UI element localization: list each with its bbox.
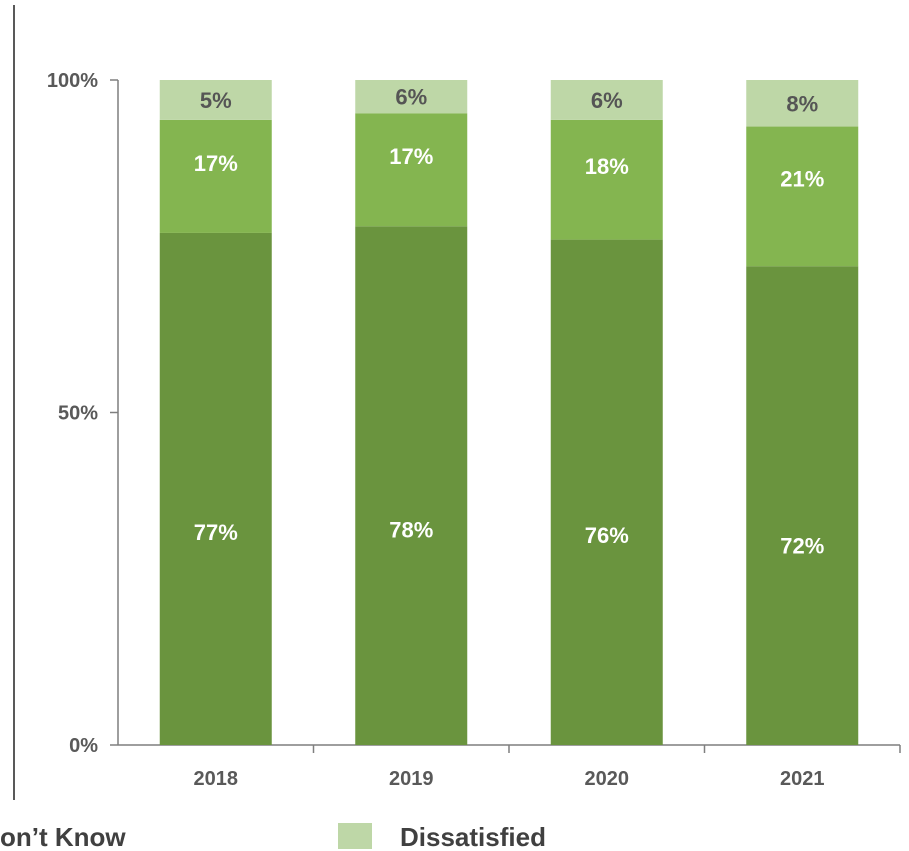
legend-label: on’t Know xyxy=(0,822,126,851)
y-tick-label: 0% xyxy=(69,735,98,757)
data-labels: 77% 17% 5% 78% 17% 6% 76% 18% 6% 72% 21% 8% xyxy=(194,85,825,559)
bar-segment xyxy=(550,239,663,745)
x-tick-label: 2019 xyxy=(389,768,434,790)
x-tick-label: 2018 xyxy=(194,768,239,790)
bar-segment xyxy=(159,80,272,120)
data-label: 17% xyxy=(389,144,433,169)
y-tick-label: 100% xyxy=(47,70,98,92)
data-label: 17% xyxy=(194,151,238,176)
bar-segment xyxy=(550,119,663,240)
bar-segment xyxy=(746,80,859,127)
bar-segment xyxy=(159,232,272,745)
bar-segment xyxy=(746,266,859,745)
data-label: 5% xyxy=(200,88,232,113)
bar-segment xyxy=(159,119,272,233)
data-label: 76% xyxy=(585,523,629,548)
legend-swatch xyxy=(338,823,372,849)
data-label: 6% xyxy=(591,88,623,113)
data-label: 18% xyxy=(585,154,629,179)
y-tick-labels: 0% 50% 100% xyxy=(47,70,118,757)
data-label: 8% xyxy=(786,91,818,116)
data-label: 72% xyxy=(780,533,824,558)
bar-segment xyxy=(355,113,468,227)
x-tick-label: 2020 xyxy=(585,768,630,790)
data-label: 78% xyxy=(389,518,433,543)
data-label: 21% xyxy=(780,167,824,192)
bar-segment xyxy=(550,80,663,120)
x-tick-labels: 2018 2019 2020 2021 xyxy=(194,745,901,790)
bar-segment xyxy=(746,126,859,267)
x-tick-label: 2021 xyxy=(780,768,825,790)
bar-segment xyxy=(355,226,468,746)
data-label: 77% xyxy=(194,520,238,545)
legend-label: Dissatisfied xyxy=(400,822,546,851)
data-label: 6% xyxy=(395,85,427,110)
bars xyxy=(159,80,859,746)
bar-segment xyxy=(355,80,468,114)
legend: on’t Know Dissatisfied xyxy=(0,822,546,851)
y-tick-label: 50% xyxy=(58,403,98,425)
